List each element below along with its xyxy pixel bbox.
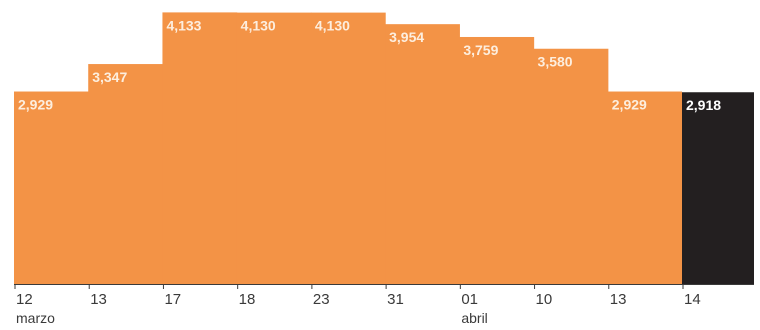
x-tick-label-5: 31 (387, 291, 404, 308)
bar-2 (162, 12, 238, 284)
x-tick-label-4: 23 (313, 291, 330, 308)
value-label-5: 3,954 (389, 29, 424, 45)
value-label-4: 4,130 (315, 18, 350, 34)
bar-7 (533, 48, 609, 284)
bar-1 (88, 64, 164, 284)
bar-4 (310, 12, 386, 284)
x-tick-label-1: 13 (90, 291, 107, 308)
value-label-9: 2,918 (686, 97, 721, 113)
bar-6 (459, 36, 535, 285)
bar-8 (607, 91, 682, 284)
x-tick-label-9: 14 (684, 291, 701, 308)
x-tick-label-0: 12 (16, 291, 33, 308)
bar-3 (236, 12, 312, 284)
x-ticks-group: 12 13 17 18 23 31 01 10 13 14 marzo abril (14, 284, 701, 326)
value-label-2: 4,133 (166, 17, 201, 33)
x-tick-label-7: 10 (536, 291, 553, 308)
bar-5 (385, 24, 460, 285)
value-label-6: 3,759 (463, 42, 498, 58)
value-labels-group: 2,929 3,347 4,133 4,130 4,130 3,954 3,759 3,580… (18, 17, 721, 113)
value-label-8: 2,929 (612, 97, 647, 113)
month-label-abril: abril (461, 310, 487, 326)
x-tick-label-3: 18 (239, 291, 256, 308)
x-tick-label-8: 13 (610, 291, 627, 308)
value-label-1: 3,347 (92, 69, 127, 85)
bar-9 (682, 92, 754, 284)
value-label-0: 2,929 (18, 97, 53, 113)
value-label-3: 4,130 (241, 18, 276, 34)
value-label-7: 3,580 (538, 54, 573, 70)
x-tick-label-6: 01 (461, 291, 478, 308)
x-tick-label-2: 17 (164, 291, 181, 308)
bar-0 (14, 91, 89, 284)
bars-group (14, 12, 754, 285)
month-label-marzo: marzo (16, 310, 55, 326)
